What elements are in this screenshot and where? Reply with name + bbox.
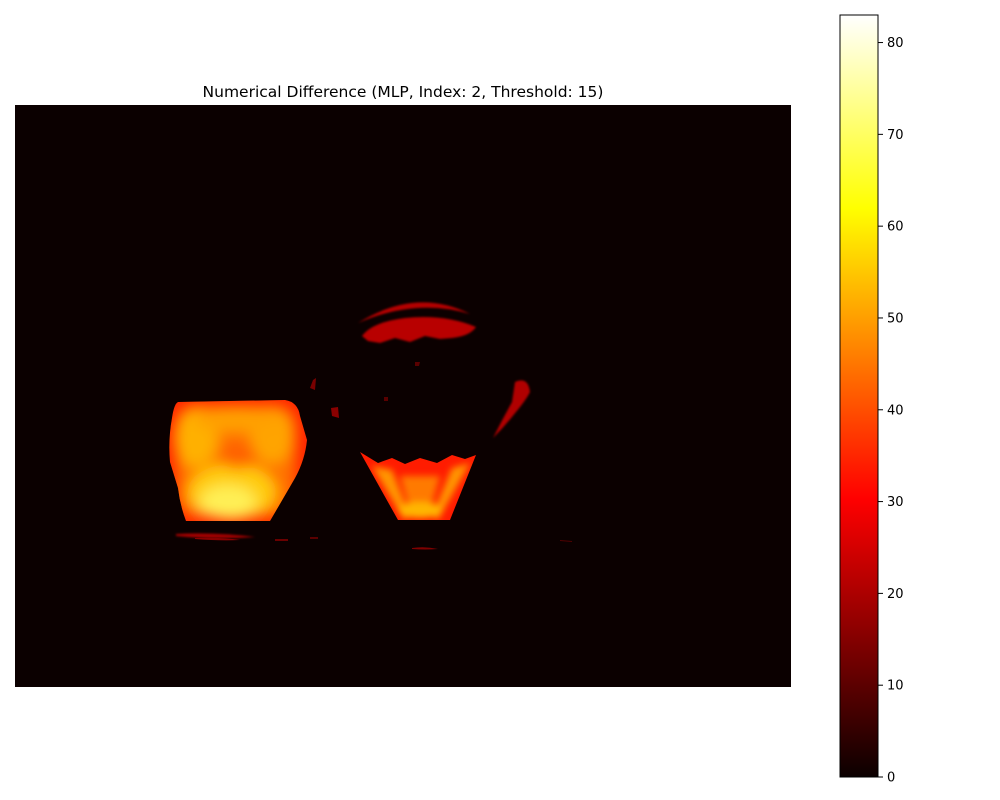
heatmap-background (15, 105, 791, 687)
colorbar-tick-label: 0 (887, 771, 895, 786)
heatmap-image (15, 105, 791, 687)
colorbar: 0 10 20 30 40 50 60 70 80 (839, 14, 904, 786)
colorbar-tick-label: 40 (887, 403, 904, 418)
region-left-block (169, 400, 307, 521)
colorbar-tick-label: 30 (887, 495, 904, 510)
colorbar-tick-label: 10 (887, 679, 904, 694)
region-right-sliver (310, 362, 530, 438)
colorbar-gradient (840, 15, 878, 777)
colorbar-tick-label: 20 (887, 587, 904, 602)
colorbar-tick-label: 80 (887, 36, 904, 51)
chart-title: Numerical Difference (MLP, Index: 2, Thr… (203, 83, 604, 101)
region-bottom-streak (176, 533, 572, 550)
colorbar-frame (839, 14, 879, 778)
colorbar-tick-label: 50 (887, 311, 904, 326)
region-top-arc (358, 302, 476, 343)
colorbar-tick-label: 60 (887, 220, 904, 235)
colorbar-tick-label: 70 (887, 128, 904, 143)
